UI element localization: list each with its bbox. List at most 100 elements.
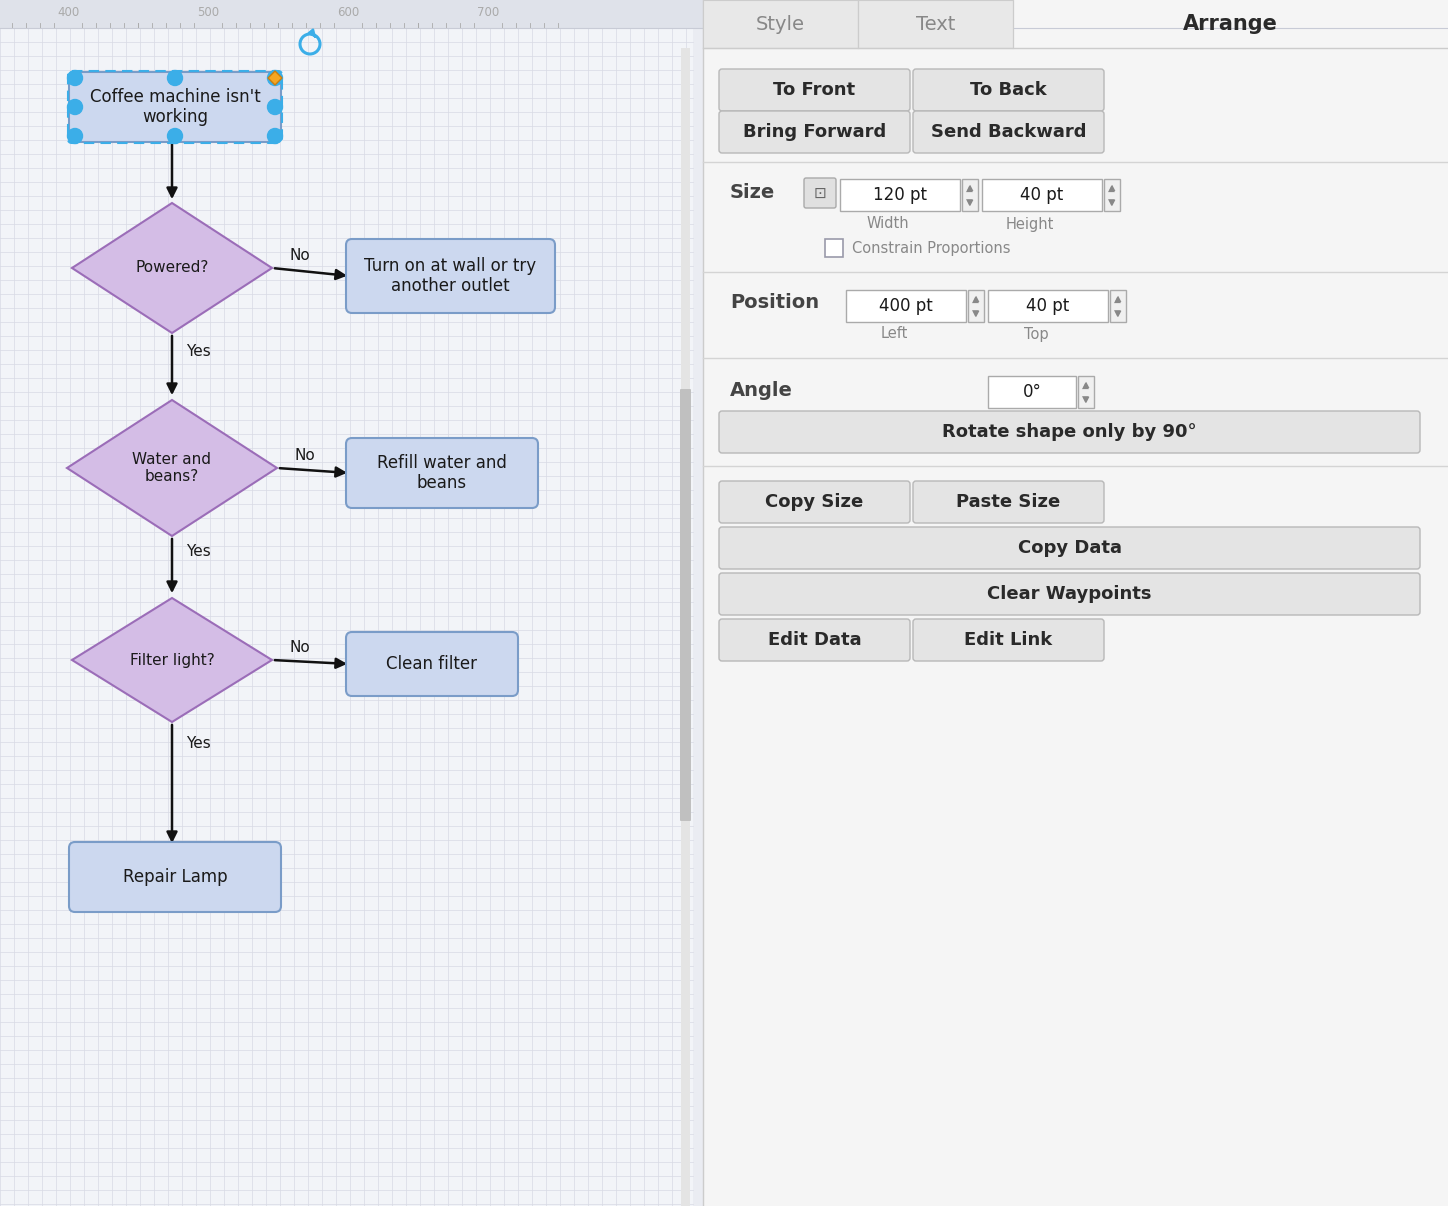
Text: ▼: ▼ — [973, 309, 979, 317]
FancyBboxPatch shape — [846, 289, 966, 322]
Text: Coffee machine isn't
working: Coffee machine isn't working — [90, 88, 261, 127]
Circle shape — [268, 129, 282, 144]
Text: Rotate shape only by 90°: Rotate shape only by 90° — [943, 423, 1197, 441]
FancyBboxPatch shape — [720, 527, 1420, 569]
FancyBboxPatch shape — [720, 619, 909, 661]
Text: ▲: ▲ — [1083, 380, 1089, 390]
Polygon shape — [72, 598, 272, 722]
FancyBboxPatch shape — [346, 632, 518, 696]
FancyBboxPatch shape — [969, 289, 985, 322]
FancyBboxPatch shape — [859, 0, 1014, 48]
Text: Edit Data: Edit Data — [767, 631, 862, 649]
Text: ▼: ▼ — [1109, 198, 1115, 206]
Polygon shape — [67, 400, 277, 535]
Text: Text: Text — [915, 14, 956, 34]
FancyBboxPatch shape — [914, 481, 1103, 523]
Polygon shape — [72, 203, 272, 333]
Circle shape — [168, 129, 182, 144]
Text: ▼: ▼ — [1114, 309, 1121, 317]
Text: ▲: ▲ — [1115, 294, 1121, 304]
Text: 120 pt: 120 pt — [873, 186, 927, 204]
FancyBboxPatch shape — [681, 48, 691, 1206]
FancyBboxPatch shape — [702, 0, 859, 48]
FancyBboxPatch shape — [0, 0, 1448, 28]
Circle shape — [268, 100, 282, 115]
Text: No: No — [290, 248, 310, 263]
Circle shape — [268, 70, 282, 86]
Text: Turn on at wall or try
another outlet: Turn on at wall or try another outlet — [365, 257, 537, 295]
FancyBboxPatch shape — [346, 438, 539, 508]
Text: ▼: ▼ — [1115, 309, 1121, 317]
Text: ⊡: ⊡ — [814, 186, 827, 200]
Text: ▲: ▲ — [1114, 294, 1121, 304]
Text: Paste Size: Paste Size — [956, 493, 1060, 511]
Circle shape — [168, 70, 182, 86]
FancyBboxPatch shape — [720, 573, 1420, 615]
Text: To Back: To Back — [970, 81, 1047, 99]
Text: ▼: ▼ — [1082, 394, 1089, 404]
Text: 700: 700 — [476, 6, 500, 19]
Text: ▼: ▼ — [966, 198, 973, 206]
Text: Constrain Proportions: Constrain Proportions — [851, 240, 1011, 256]
Text: Filter light?: Filter light? — [130, 652, 214, 667]
Text: Size: Size — [730, 182, 775, 201]
Text: Refill water and
beans: Refill water and beans — [376, 453, 507, 492]
Text: 40 pt: 40 pt — [1027, 297, 1070, 315]
Text: ▲: ▲ — [1109, 183, 1115, 193]
Text: Height: Height — [1006, 217, 1054, 232]
Text: ▲: ▲ — [972, 294, 979, 304]
Text: ▼: ▼ — [1083, 394, 1089, 404]
Text: 400 pt: 400 pt — [879, 297, 933, 315]
FancyBboxPatch shape — [840, 178, 960, 211]
FancyBboxPatch shape — [720, 481, 909, 523]
Text: 400: 400 — [56, 6, 80, 19]
FancyBboxPatch shape — [825, 239, 843, 257]
FancyBboxPatch shape — [702, 0, 1448, 1206]
Circle shape — [68, 100, 83, 115]
Text: ▲: ▲ — [967, 183, 973, 193]
Text: ▲: ▲ — [1108, 183, 1115, 193]
Text: Yes: Yes — [185, 737, 211, 751]
Text: Arrange: Arrange — [1183, 14, 1279, 34]
Text: Repair Lamp: Repair Lamp — [123, 868, 227, 886]
Text: No: No — [294, 449, 316, 463]
Text: ▼: ▼ — [972, 309, 979, 317]
FancyBboxPatch shape — [720, 69, 909, 111]
FancyBboxPatch shape — [720, 111, 909, 153]
Text: 500: 500 — [197, 6, 219, 19]
Text: Style: Style — [756, 14, 805, 34]
Text: Edit Link: Edit Link — [964, 631, 1053, 649]
FancyBboxPatch shape — [720, 411, 1420, 453]
FancyBboxPatch shape — [70, 842, 281, 912]
FancyBboxPatch shape — [1077, 376, 1095, 408]
FancyBboxPatch shape — [982, 178, 1102, 211]
Circle shape — [68, 129, 83, 144]
Text: Yes: Yes — [185, 544, 211, 560]
FancyBboxPatch shape — [988, 376, 1076, 408]
Text: Bring Forward: Bring Forward — [743, 123, 886, 141]
Text: To Front: To Front — [773, 81, 856, 99]
FancyBboxPatch shape — [914, 111, 1103, 153]
FancyBboxPatch shape — [804, 178, 835, 207]
Text: Clear Waypoints: Clear Waypoints — [988, 585, 1151, 603]
Text: Width: Width — [867, 217, 909, 232]
Text: Copy Size: Copy Size — [766, 493, 863, 511]
Text: Water and
beans?: Water and beans? — [133, 452, 211, 484]
FancyBboxPatch shape — [70, 72, 281, 142]
Text: Left: Left — [880, 327, 908, 341]
Text: Top: Top — [1024, 327, 1048, 341]
FancyBboxPatch shape — [0, 28, 694, 1206]
Text: ▲: ▲ — [1082, 380, 1089, 390]
Text: ▲: ▲ — [966, 183, 973, 193]
FancyBboxPatch shape — [961, 178, 977, 211]
Text: Powered?: Powered? — [135, 260, 209, 275]
Polygon shape — [268, 71, 282, 84]
Text: Yes: Yes — [185, 345, 211, 359]
Text: No: No — [290, 640, 310, 656]
FancyBboxPatch shape — [988, 289, 1108, 322]
Text: Position: Position — [730, 293, 820, 311]
Text: Angle: Angle — [730, 381, 794, 399]
Text: 0°: 0° — [1022, 384, 1041, 402]
Text: Send Backward: Send Backward — [931, 123, 1086, 141]
Text: 40 pt: 40 pt — [1021, 186, 1064, 204]
